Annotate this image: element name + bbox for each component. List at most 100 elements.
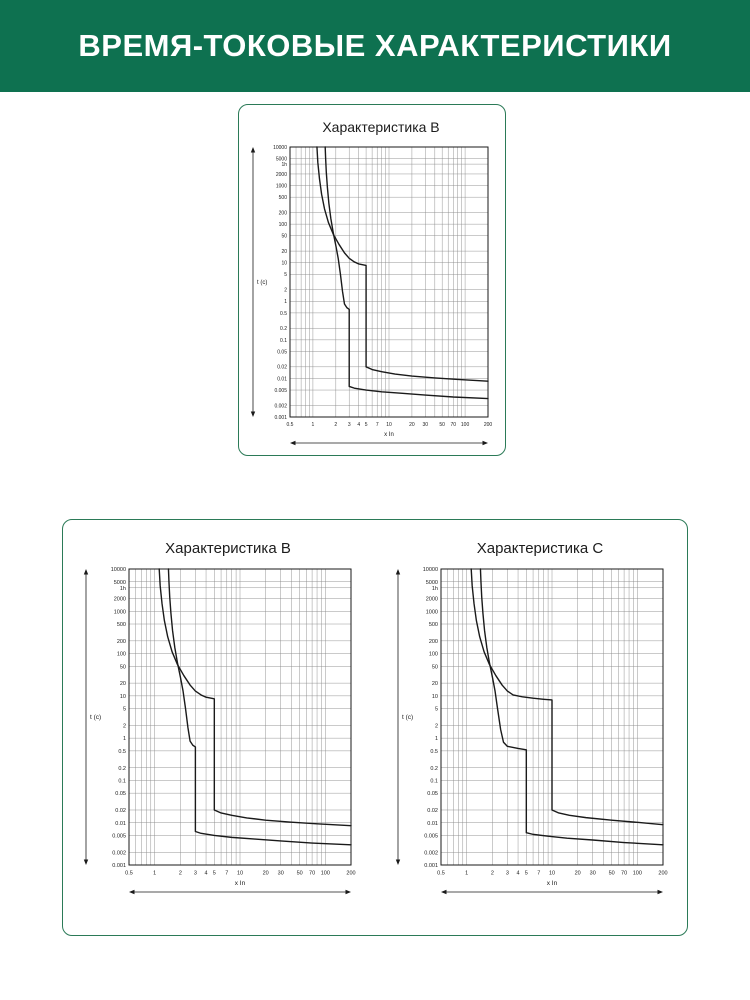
svg-text:1: 1 bbox=[284, 299, 287, 305]
page-header: ВРЕМЯ-ТОКОВЫЕ ХАРАКТЕРИСТИКИ bbox=[0, 0, 750, 92]
svg-text:2: 2 bbox=[284, 288, 287, 294]
svg-text:2: 2 bbox=[179, 871, 182, 877]
svg-text:0.2: 0.2 bbox=[280, 326, 287, 332]
svg-text:200: 200 bbox=[117, 639, 126, 645]
svg-text:20: 20 bbox=[432, 681, 438, 687]
svg-text:100: 100 bbox=[429, 652, 438, 658]
svg-text:x In: x In bbox=[547, 880, 558, 887]
svg-text:1: 1 bbox=[312, 422, 315, 428]
chart-title-c: Характеристика C bbox=[476, 540, 604, 557]
svg-text:0.1: 0.1 bbox=[430, 779, 438, 785]
svg-text:20: 20 bbox=[281, 249, 287, 255]
svg-text:3: 3 bbox=[194, 871, 197, 877]
svg-text:0.05: 0.05 bbox=[115, 791, 126, 797]
chart-title-b-single: Характеристика B bbox=[322, 119, 440, 135]
svg-text:5: 5 bbox=[213, 871, 216, 877]
card-characteristic-b-single: Характеристика B 10000 5000 1h 2000 1000 500 2… bbox=[238, 104, 506, 456]
svg-text:20: 20 bbox=[120, 681, 126, 687]
svg-text:0.005: 0.005 bbox=[274, 388, 287, 394]
svg-text:200: 200 bbox=[484, 422, 493, 428]
svg-text:10: 10 bbox=[432, 694, 438, 700]
svg-text:0.5: 0.5 bbox=[287, 422, 294, 428]
svg-text:1000: 1000 bbox=[114, 609, 126, 615]
svg-text:0.2: 0.2 bbox=[430, 766, 438, 772]
svg-text:2: 2 bbox=[123, 724, 126, 730]
svg-text:1: 1 bbox=[435, 736, 438, 742]
svg-text:20: 20 bbox=[263, 871, 269, 877]
chart-block-b-single: Характеристика B 10000 5000 1h 2000 1000 500 2… bbox=[239, 105, 505, 451]
svg-text:4: 4 bbox=[205, 871, 208, 877]
svg-text:4: 4 bbox=[357, 422, 360, 428]
svg-text:0.001: 0.001 bbox=[274, 415, 287, 421]
svg-text:0.5: 0.5 bbox=[430, 749, 438, 755]
svg-text:500: 500 bbox=[429, 622, 438, 628]
page-title: ВРЕМЯ-ТОКОВЫЕ ХАРАКТЕРИСТИКИ bbox=[78, 28, 672, 63]
svg-text:3: 3 bbox=[506, 871, 509, 877]
svg-text:20: 20 bbox=[409, 422, 415, 428]
svg-text:100: 100 bbox=[279, 222, 288, 228]
svg-text:10: 10 bbox=[237, 871, 243, 877]
svg-text:0.2: 0.2 bbox=[118, 766, 126, 772]
svg-text:7: 7 bbox=[537, 871, 540, 877]
svg-text:5: 5 bbox=[435, 707, 438, 713]
svg-text:100: 100 bbox=[321, 871, 330, 877]
svg-text:0.1: 0.1 bbox=[280, 338, 287, 344]
svg-text:50: 50 bbox=[432, 664, 438, 670]
svg-text:5000: 5000 bbox=[426, 580, 438, 586]
svg-text:5: 5 bbox=[525, 871, 528, 877]
svg-text:7: 7 bbox=[376, 422, 379, 428]
svg-text:2: 2 bbox=[491, 871, 494, 877]
svg-text:10: 10 bbox=[120, 694, 126, 700]
svg-text:2000: 2000 bbox=[276, 172, 287, 178]
svg-text:5: 5 bbox=[284, 272, 287, 278]
svg-text:0.1: 0.1 bbox=[118, 779, 126, 785]
svg-text:2: 2 bbox=[334, 422, 337, 428]
svg-text:10: 10 bbox=[281, 261, 287, 267]
svg-text:70: 70 bbox=[451, 422, 457, 428]
svg-text:1000: 1000 bbox=[276, 183, 287, 189]
svg-text:0.005: 0.005 bbox=[112, 834, 126, 840]
svg-text:0.02: 0.02 bbox=[277, 365, 287, 371]
svg-text:1h: 1h bbox=[281, 162, 287, 168]
svg-text:0.01: 0.01 bbox=[427, 821, 438, 827]
svg-text:1: 1 bbox=[465, 871, 468, 877]
svg-text:t (c): t (c) bbox=[257, 280, 267, 286]
svg-text:5000: 5000 bbox=[114, 580, 126, 586]
svg-text:0.001: 0.001 bbox=[424, 863, 438, 869]
svg-text:3: 3 bbox=[348, 422, 351, 428]
svg-text:0.002: 0.002 bbox=[112, 850, 126, 856]
svg-text:100: 100 bbox=[117, 652, 126, 658]
chart-block-b: Характеристика B 10000 5000 1h 2000 1000 500 2… bbox=[79, 520, 359, 901]
svg-text:t (c): t (c) bbox=[90, 714, 101, 721]
svg-text:10: 10 bbox=[549, 871, 555, 877]
svg-text:7: 7 bbox=[225, 871, 228, 877]
svg-text:30: 30 bbox=[590, 871, 596, 877]
svg-text:5: 5 bbox=[365, 422, 368, 428]
svg-text:200: 200 bbox=[658, 871, 667, 877]
svg-text:50: 50 bbox=[281, 234, 287, 240]
svg-text:2000: 2000 bbox=[426, 597, 438, 603]
svg-text:50: 50 bbox=[297, 871, 303, 877]
svg-text:100: 100 bbox=[461, 422, 470, 428]
svg-text:70: 70 bbox=[309, 871, 315, 877]
svg-text:1h: 1h bbox=[120, 586, 126, 592]
svg-text:0.5: 0.5 bbox=[118, 749, 126, 755]
svg-text:30: 30 bbox=[423, 422, 429, 428]
svg-text:t (c): t (c) bbox=[402, 714, 413, 721]
svg-text:0.5: 0.5 bbox=[437, 871, 445, 877]
svg-text:10000: 10000 bbox=[111, 567, 126, 573]
svg-text:1: 1 bbox=[123, 736, 126, 742]
svg-text:5000: 5000 bbox=[276, 157, 287, 163]
svg-text:x In: x In bbox=[235, 880, 246, 887]
svg-text:4: 4 bbox=[517, 871, 520, 877]
chart-title-b: Характеристика B bbox=[165, 540, 291, 557]
svg-text:50: 50 bbox=[609, 871, 615, 877]
svg-text:2000: 2000 bbox=[114, 597, 126, 603]
svg-text:0.02: 0.02 bbox=[115, 808, 126, 814]
svg-text:0.002: 0.002 bbox=[274, 403, 287, 409]
svg-text:500: 500 bbox=[117, 622, 126, 628]
svg-text:0.02: 0.02 bbox=[427, 808, 438, 814]
svg-text:0.001: 0.001 bbox=[112, 863, 126, 869]
